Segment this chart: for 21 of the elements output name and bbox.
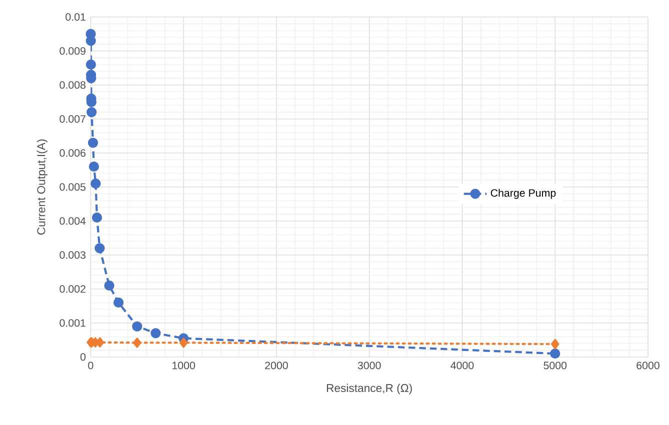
y-tick-label: 0.002	[60, 285, 86, 293]
y-tick-label: 0.003	[60, 251, 86, 259]
y-tick-label: 0.01	[66, 13, 86, 21]
x-tick-label: 0	[88, 362, 94, 370]
x-tick-label: 2000	[265, 362, 288, 370]
y-tick-label: 0.007	[60, 115, 86, 123]
x-tick-label: 3000	[358, 362, 381, 370]
x-tick-label: 5000	[544, 362, 567, 370]
x-axis-title: Resistance,R (Ω)	[326, 384, 412, 394]
x-tick-label: 6000	[636, 362, 660, 370]
x-tick-label: 1000	[172, 362, 196, 370]
legend-label: Charge Pump	[490, 188, 556, 199]
y-tick-label: 0.004	[60, 217, 86, 225]
y-tick-label: 0.005	[60, 183, 86, 191]
y-tick-label: 0.009	[60, 47, 86, 55]
y-tick-label: 0	[80, 353, 86, 361]
y-axis-title: Current Output,I(A)	[36, 140, 48, 235]
y-tick-label: 0.001	[60, 319, 86, 327]
y-tick-label: 0.008	[60, 81, 86, 89]
x-tick-label: 4000	[450, 362, 474, 370]
y-tick-label: 0.006	[60, 149, 86, 157]
